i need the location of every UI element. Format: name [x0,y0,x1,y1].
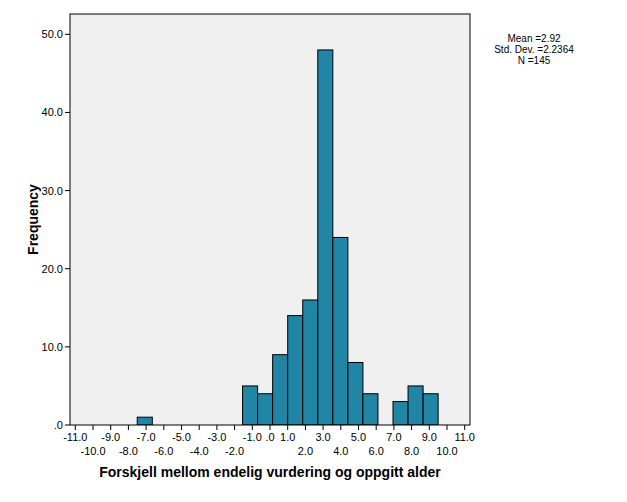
histogram-bar [243,386,258,425]
histogram-bar [318,50,333,425]
y-tick [65,425,70,426]
x-tick [340,425,341,430]
histogram-bar [288,316,303,425]
x-tick-label: -8.0 [119,445,138,457]
x-tick-label: 5.0 [351,431,366,443]
histogram-bar [333,237,348,425]
x-tick-label: 7.0 [386,431,401,443]
x-tick [128,425,129,430]
chart: .0 10.0 20.0 30.0 40.0 50.0 -11.0 -10.0 -9.0 -8.0… [0,0,627,502]
x-tick-label: 2.0 [298,445,313,457]
x-tick [358,425,359,430]
x-tick-label: -11.0 [63,431,87,443]
x-tick [75,425,76,430]
plot-frame [70,14,470,425]
x-tick-label: -7.0 [137,431,156,443]
y-tick-label: 40.0 [42,106,63,118]
x-tick-label: 8.0 [404,445,419,457]
x-tick-label: 10.0 [436,445,457,457]
x-tick [376,425,377,430]
x-tick [234,425,235,430]
x-tick-label: 1.0 [280,431,295,443]
y-tick [65,190,70,191]
x-tick-label: -3.0 [207,431,226,443]
histogram-bar [393,402,408,425]
y-tick [65,34,70,35]
x-tick-label: -5.0 [172,431,191,443]
x-tick-label: -4.0 [190,445,209,457]
x-tick-label: -6.0 [154,445,173,457]
histogram-bar [363,394,378,425]
x-tick-label: -1.0 [243,431,262,443]
x-tick [464,425,465,430]
histogram-bar [303,300,318,425]
y-tick [65,346,70,347]
histogram-bar [408,386,423,425]
plot-background [70,14,470,425]
x-tick [393,425,394,430]
y-tick-label: 20.0 [42,263,63,275]
x-tick [270,425,271,430]
x-tick [199,425,200,430]
y-tick-label: 30.0 [42,185,63,197]
y-tick-label: .0 [54,419,63,431]
histogram-bar [423,394,438,425]
x-tick [252,425,253,430]
y-tick [65,268,70,269]
x-tick [446,425,447,430]
x-tick [287,425,288,430]
stats-annotation: Std. Dev. =2.2364 [494,44,574,55]
x-tick-label: 3.0 [315,431,330,443]
x-tick-label: .0 [265,431,274,443]
x-tick [411,425,412,430]
x-tick-label: -9.0 [101,431,120,443]
x-tick-label: -2.0 [225,445,244,457]
x-tick-label: 6.0 [369,445,384,457]
x-tick [146,425,147,430]
x-tick [93,425,94,430]
x-tick-label: 4.0 [333,445,348,457]
histogram-bar [348,362,363,425]
x-axis-title: Forskjell mellom endelig vurdering og op… [99,464,441,480]
x-tick-label: -10.0 [80,445,105,457]
x-tick [110,425,111,430]
x-tick-label: 9.0 [422,431,437,443]
y-axis-title: Frequency [25,184,41,255]
x-tick [216,425,217,430]
stats-annotation: N =145 [518,55,551,66]
y-tick [65,112,70,113]
x-tick [429,425,430,430]
y-tick-label: 50.0 [42,28,63,40]
x-tick [163,425,164,430]
histogram-bar [258,394,273,425]
stats-annotation: Mean =2.92 [507,33,561,44]
histogram-bar [137,417,152,425]
bars [137,50,438,425]
x-tick [323,425,324,430]
histogram-bar [273,355,288,425]
x-tick [181,425,182,430]
y-tick-label: 10.0 [42,341,63,353]
x-tick [305,425,306,430]
x-tick-label: 11.0 [454,431,475,443]
